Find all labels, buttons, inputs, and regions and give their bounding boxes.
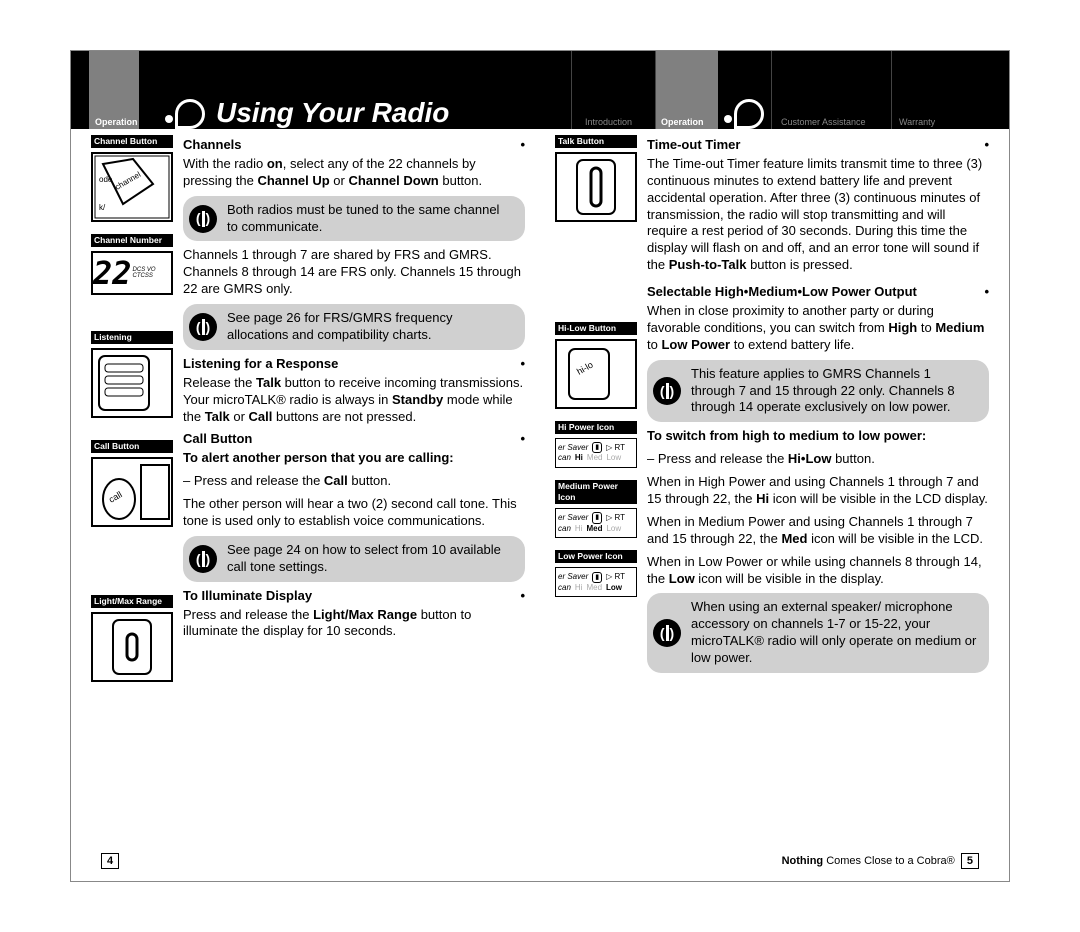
thumb-med-icon: er Saver▮▷ RT can Hi Med Low (555, 508, 637, 538)
svg-text:k/: k/ (99, 203, 106, 212)
footer-brand-bold: Nothing (782, 855, 824, 867)
thumb-channel-button: channelodek/ (91, 152, 173, 222)
logo-icon (175, 99, 205, 129)
callout-same-channel: Both radios must be tuned to the same ch… (183, 196, 525, 242)
thumb-talk-button (555, 152, 637, 222)
page-number-left: 4 (101, 853, 119, 869)
label-listening: Listening (91, 331, 173, 344)
thumb-hi-icon: er Saver▮▷ RT can Hi Med Low (555, 438, 637, 468)
callout-freq-chart: See page 26 for FRS/GMRS frequency alloc… (183, 304, 525, 350)
heading-timeout: Time-out Timer (647, 137, 989, 154)
logo-dot-icon (165, 115, 173, 123)
callout-gmrs: This feature applies to GMRS Channels 1 … (647, 360, 989, 423)
label-talk-button: Talk Button (555, 135, 637, 148)
channel-display-value: 22 (93, 262, 132, 284)
svg-text:call: call (107, 490, 124, 505)
callout-text: See page 24 on how to select from 10 ava… (227, 542, 513, 576)
call-subhead: To alert another person that you are cal… (183, 450, 454, 465)
para-power-1: When in close proximity to another party… (647, 303, 989, 354)
callout-text: See page 26 for FRS/GMRS frequency alloc… (227, 310, 513, 344)
thumb-light-max (91, 612, 173, 682)
para-timeout: The Time-out Timer feature limits transm… (647, 156, 989, 274)
content-body: Channel Button channelodek/ Channel Numb… (71, 129, 1009, 730)
label-call-button: Call Button (91, 440, 173, 453)
para-channels-1: With the radio on, select any of the 22 … (183, 156, 525, 190)
page-title: Using Your Radio (216, 97, 449, 129)
logo-icon (734, 99, 764, 129)
header-divider (571, 51, 572, 129)
heading-channels: Channels (183, 137, 525, 154)
right-text-column: Time-out Timer The Time-out Timer featur… (647, 135, 989, 690)
note-icon (189, 313, 217, 341)
label-low-icon: Low Power Icon (555, 550, 637, 563)
tab-assistance: Customer Assistance (781, 117, 866, 127)
logo-left (159, 59, 209, 129)
tab-operation-left: Operation (95, 117, 138, 127)
heading-power: Selectable High•Medium•Low Power Output (647, 284, 989, 301)
header-bar: Operation Using Your Radio Introduction … (71, 51, 1009, 129)
page-right: Talk Button Hi-Low Button hi-lo Hi Power… (555, 135, 989, 690)
para-power-5: When in Low Power or while using channel… (647, 554, 989, 588)
heading-call-button: Call Button (183, 431, 525, 448)
svg-text:ode: ode (99, 175, 113, 184)
footer-right: Nothing Comes Close to a Cobra® 5 (782, 855, 979, 867)
document-spread: Operation Using Your Radio Introduction … (70, 50, 1010, 882)
left-image-column: Channel Button channelodek/ Channel Numb… (91, 135, 173, 690)
callout-text: Both radios must be tuned to the same ch… (227, 202, 513, 236)
para-power-3: When in High Power and using Channels 1 … (647, 474, 989, 508)
thumb-listening (91, 348, 173, 418)
thumb-hilow-button: hi-lo (555, 339, 637, 409)
svg-text:hi-lo: hi-lo (575, 360, 595, 377)
channel-sub-text: DCS VO CTCSS (133, 267, 171, 279)
tab-operation-right: Operation (661, 117, 704, 127)
callout-call-tone: See page 24 on how to select from 10 ava… (183, 536, 525, 582)
thumb-low-icon: er Saver▮▷ RT can Hi Med Low (555, 567, 637, 597)
callout-ext-speaker: When using an external speaker/ micropho… (647, 593, 989, 673)
note-icon (653, 377, 681, 405)
right-image-column: Talk Button Hi-Low Button hi-lo Hi Power… (555, 135, 637, 690)
logo-dot-icon (724, 115, 732, 123)
note-icon (653, 619, 681, 647)
label-channel-number: Channel Number (91, 234, 173, 247)
footer-left: 4 (101, 855, 119, 867)
header-divider (891, 51, 892, 129)
page-left: Channel Button channelodek/ Channel Numb… (91, 135, 525, 690)
para-power-2: – Press and release the Hi•Low button. (647, 451, 989, 468)
label-hilow-button: Hi-Low Button (555, 322, 637, 335)
note-icon (189, 205, 217, 233)
para-channels-2: Channels 1 through 7 are shared by FRS a… (183, 247, 525, 298)
para-illuminate: Press and release the Light/Max Range bu… (183, 607, 525, 641)
label-light-max: Light/Max Range (91, 595, 173, 608)
para-call-2: The other person will hear a two (2) sec… (183, 496, 525, 530)
power-subhead: To switch from high to medium to low pow… (647, 428, 926, 443)
tab-introduction: Introduction (585, 117, 632, 127)
thumb-call-button: call (91, 457, 173, 527)
header-divider (771, 51, 772, 129)
label-channel-button: Channel Button (91, 135, 173, 148)
heading-listening: Listening for a Response (183, 356, 525, 373)
footer-brand-text: Comes Close to a Cobra® (823, 855, 955, 867)
callout-text: When using an external speaker/ micropho… (691, 599, 977, 667)
callout-text: This feature applies to GMRS Channels 1 … (691, 366, 977, 417)
page-number-right: 5 (961, 853, 979, 869)
label-med-icon: Medium Power Icon (555, 480, 637, 504)
heading-illuminate: To Illuminate Display (183, 588, 525, 605)
note-icon (189, 545, 217, 573)
tab-warranty: Warranty (899, 117, 935, 127)
para-listening: Release the Talk button to receive incom… (183, 375, 525, 426)
left-text-column: Channels With the radio on, select any o… (183, 135, 525, 690)
label-hi-icon: Hi Power Icon (555, 421, 637, 434)
para-power-4: When in Medium Power and using Channels … (647, 514, 989, 548)
logo-right (718, 59, 768, 129)
para-call-1: – Press and release the Call button. (183, 473, 525, 490)
thumb-channel-number: 22 DCS VO CTCSS (91, 251, 173, 295)
